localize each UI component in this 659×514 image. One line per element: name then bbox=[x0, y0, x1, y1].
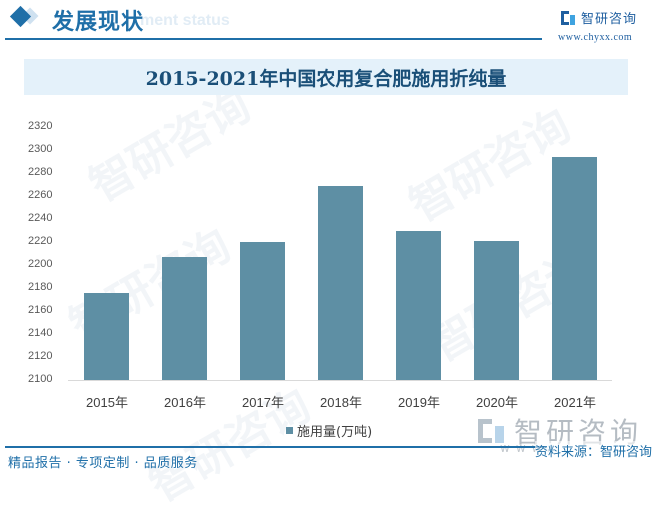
footer-tagline: 精品报告 · 专项定制 · 品质服务 bbox=[8, 456, 198, 471]
y-tick-label: 2140 bbox=[28, 327, 53, 339]
x-tick-label: 2021年 bbox=[554, 395, 596, 410]
bar-2019 bbox=[396, 230, 441, 380]
legend-swatch-icon bbox=[286, 427, 293, 434]
footer-divider bbox=[5, 446, 545, 448]
y-tick-label: 2120 bbox=[28, 350, 53, 362]
data-source: 资料来源：智研咨询 bbox=[535, 441, 653, 460]
y-tick-label: 2300 bbox=[28, 143, 53, 155]
x-tick-label: 2016年 bbox=[164, 395, 206, 410]
y-tick-label: 2100 bbox=[28, 373, 53, 385]
bar-2018 bbox=[318, 185, 363, 380]
bar-2021 bbox=[552, 156, 597, 380]
x-tick-label: 2018年 bbox=[320, 395, 362, 410]
brand-url: www.chyxx.com bbox=[558, 32, 633, 43]
y-tick-label: 2220 bbox=[28, 235, 53, 247]
brand-name: 智研咨询 bbox=[581, 12, 638, 27]
section-title: 发展现状 bbox=[52, 10, 145, 35]
page-header: ment status 发展现状 智研咨询 www.chyxx.com bbox=[0, 0, 659, 46]
x-tick-label: 2015年 bbox=[86, 395, 128, 410]
bar-2017 bbox=[240, 242, 285, 380]
chart-legend: 施用量(万吨) bbox=[286, 421, 372, 440]
x-tick-label: 2017年 bbox=[242, 395, 284, 410]
y-tick-label: 2280 bbox=[28, 166, 53, 178]
x-tick-label: 2020年 bbox=[476, 395, 518, 410]
brand-logo: 智研咨询 bbox=[561, 8, 637, 27]
bar-2016 bbox=[162, 256, 207, 380]
bar-chart: 2320 2300 2280 2260 2240 2220 2200 2180 2160 2140… bbox=[28, 120, 612, 410]
y-tick-label: 2260 bbox=[28, 189, 53, 201]
section-ghost-text: ment status bbox=[140, 12, 230, 29]
y-tick-label: 2160 bbox=[28, 304, 53, 316]
legend-label: 施用量(万吨) bbox=[297, 425, 373, 440]
x-axis-line bbox=[68, 380, 612, 381]
chart-title: 2015-2021年中国农用复合肥施用折纯量 bbox=[145, 68, 507, 90]
y-tick-label: 2200 bbox=[28, 258, 53, 270]
chart-title-bar: 2015-2021年中国农用复合肥施用折纯量 bbox=[24, 59, 628, 95]
bar-2015 bbox=[84, 292, 129, 380]
brand-logo-icon bbox=[478, 419, 504, 443]
header-divider bbox=[5, 38, 542, 40]
y-tick-label: 2320 bbox=[28, 120, 53, 132]
bar-2020 bbox=[474, 240, 519, 380]
y-tick-label: 2180 bbox=[28, 281, 53, 293]
y-tick-label: 2240 bbox=[28, 212, 53, 224]
brand-logo-icon bbox=[561, 10, 575, 25]
x-tick-label: 2019年 bbox=[398, 395, 440, 410]
